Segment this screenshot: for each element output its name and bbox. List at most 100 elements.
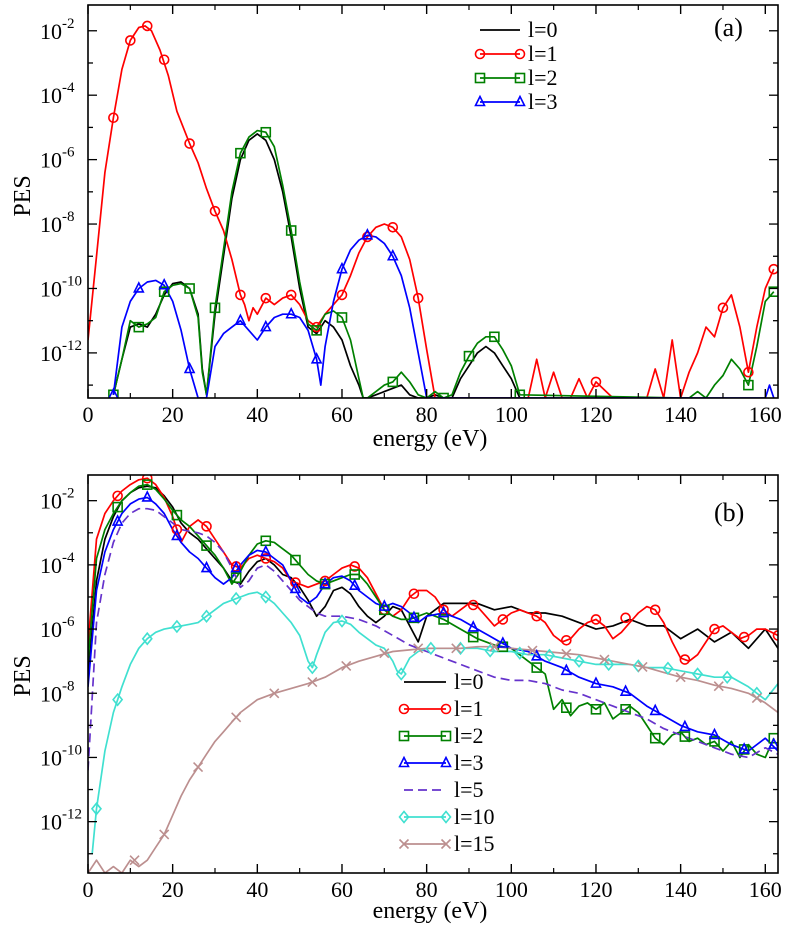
panel-b-legend-marker-a-l2: [398, 730, 410, 742]
panel-b-marker-l3-6: [289, 581, 302, 594]
panel-b-x-tick-label-140: 140: [664, 877, 697, 902]
panel-b-marker-l2-20: [709, 736, 720, 747]
panel-b-marker-l15-17: [751, 693, 762, 704]
panel-a-marker-l3-8: [336, 261, 348, 274]
panel-b-marker-l15-0: [129, 855, 140, 866]
panel-a-x-axis-title: energy (eV): [373, 426, 488, 452]
panel-a-x-tick-label-60: 60: [331, 402, 353, 427]
panel-b-legend-label-l3: l=3: [454, 750, 484, 775]
panel-b-marker-l3-2: [171, 528, 183, 541]
panel-b-series-markers: [90, 475, 778, 866]
panel-b-series-line-l5: [88, 507, 778, 771]
panel-b-x-tick-label-20: 20: [162, 877, 184, 902]
panel-b-marker-l15-1: [159, 829, 170, 840]
panel-a-marker-l3-5: [259, 319, 272, 332]
panel-b-y-tick-label--2: 10-2: [40, 486, 75, 514]
panel-b-marker-l15-3: [231, 712, 242, 723]
panel-a-marker-l1-3: [158, 54, 170, 66]
panel-b-marker-l2-15: [561, 702, 572, 714]
panel-a-label: (a): [714, 13, 743, 42]
panel-b-marker-l3-19: [679, 719, 691, 732]
panel-b-x-tick-label-160: 160: [749, 877, 782, 902]
panel-b-y-tick-label--10: 10-10: [40, 742, 82, 770]
panel-b-legend-marker-a-l15: [398, 838, 410, 850]
panel-b-marker-l15-13: [599, 654, 610, 665]
panel-b-series-line-l0: [88, 485, 778, 678]
panel-b-marker-l1-17: [620, 612, 631, 624]
panel-b-marker-l3-12: [467, 620, 480, 632]
panel-b-legend-marker-a-l10: [398, 810, 410, 824]
panel-b-marker-l1-5: [260, 553, 272, 564]
panel-a-marker-l1-16: [743, 366, 754, 378]
panel-a-marker-l1-4: [184, 138, 195, 149]
panel-b-y-tick-label--6: 10-6: [40, 614, 75, 642]
panel-b-series-line-l3: [88, 496, 778, 752]
panel-b-marker-l1-12: [467, 599, 479, 611]
panel-a-series-markers: [108, 20, 778, 398]
panel-a-x-tick-label-140: 140: [664, 402, 697, 427]
panel-a-marker-l2-3: [184, 283, 195, 294]
panel-b-marker-l2-0: [112, 501, 123, 513]
panel-b-marker-l15-10: [489, 641, 500, 652]
panel-b-marker-l15-12: [561, 648, 572, 659]
panel-a-marker-l3-0: [108, 387, 119, 398]
panel-b-legend-marker-b-l2: [440, 730, 452, 742]
panel-b-marker-l3-22: [767, 737, 778, 749]
panel-b-marker-l1-10: [408, 588, 420, 600]
panel-b-marker-l10-2: [141, 631, 153, 646]
panel-a-x-tick-label-40: 40: [246, 402, 268, 427]
panel-b-marker-l2-4: [230, 572, 242, 584]
panel-b-label: (b): [714, 498, 744, 527]
panel-a-x-tick-label-80: 80: [416, 402, 438, 427]
panel-b-y-axis-title: PES: [10, 655, 36, 696]
panel-b-marker-l10-3: [171, 619, 183, 634]
panel-b-legend-marker-b-l1: [440, 703, 452, 715]
panel-b-marker-l2-16: [590, 704, 602, 715]
panel-a-marker-l1-13: [412, 292, 424, 304]
panel-a-marker-l1-15: [717, 302, 729, 314]
panel-b-marker-l10-8: [336, 614, 348, 628]
panel-a-x-tick-label-120: 120: [579, 402, 612, 427]
panel-a-marker-l1-7: [260, 292, 272, 304]
panel-b-y-tick-label--4: 10-4: [40, 550, 75, 578]
panel-b-plot-frame: [87, 474, 779, 874]
panel-b-marker-l3-3: [200, 560, 213, 573]
panel-b-marker-l1-13: [497, 614, 509, 625]
panel-a-marker-l1-2: [141, 20, 153, 32]
panel-b-marker-l3-1: [141, 490, 154, 502]
panel-b-marker-l1-18: [649, 604, 661, 616]
panel-b-marker-l15-6: [341, 660, 352, 672]
panel-b-y-tick-label--8: 10-8: [40, 678, 75, 706]
panel-a-marker-l2-8: [311, 325, 322, 336]
panel-b-marker-l1-20: [709, 623, 720, 635]
panel-b-x-tick-label-100: 100: [495, 877, 528, 902]
panel-b-marker-l3-15: [560, 663, 573, 676]
panel-b-marker-l10-19: [692, 667, 704, 681]
panel-a-x-tick-label-160: 160: [749, 402, 782, 427]
panel-b-marker-l10-16: [603, 657, 615, 672]
panel-b-marker-l3-4: [230, 560, 242, 573]
panel-b-marker-l1-3: [201, 521, 212, 532]
panel-b-marker-l3-18: [649, 703, 662, 716]
panel-b-marker-l2-1: [141, 479, 153, 490]
panel-b-legend-label-l1: l=1: [454, 696, 484, 721]
panel-a-legend-marker-b-l1: [514, 48, 526, 60]
panel-a-marker-l1-12: [387, 221, 399, 233]
panel-a-marker-l1-11: [362, 231, 373, 243]
panel-b-marker-l1-22: [772, 630, 778, 641]
panel-b-marker-l2-17: [620, 704, 631, 715]
panel-b-marker-l2-11: [438, 614, 449, 625]
panel-b-marker-l2-12: [467, 631, 479, 643]
panel-a-marker-l2-4: [209, 302, 221, 314]
panel-b-marker-l10-6: [260, 590, 272, 604]
panel-a-marker-l1-6: [235, 289, 246, 301]
panel-b-x-tick-label-120: 120: [579, 877, 612, 902]
panel-b-marker-l10-20: [721, 670, 733, 684]
panel-b-marker-l2-6: [290, 554, 301, 566]
panel-b-marker-l1-2: [171, 524, 183, 535]
panel-b-marker-l15-9: [451, 643, 462, 654]
panel-a-marker-l1-1: [125, 35, 136, 46]
panel-a-x-tick-label-20: 20: [162, 402, 184, 427]
panel-a-y-tick-label--6: 10-6: [40, 145, 75, 173]
panel-a-marker-l2-6: [260, 126, 272, 138]
